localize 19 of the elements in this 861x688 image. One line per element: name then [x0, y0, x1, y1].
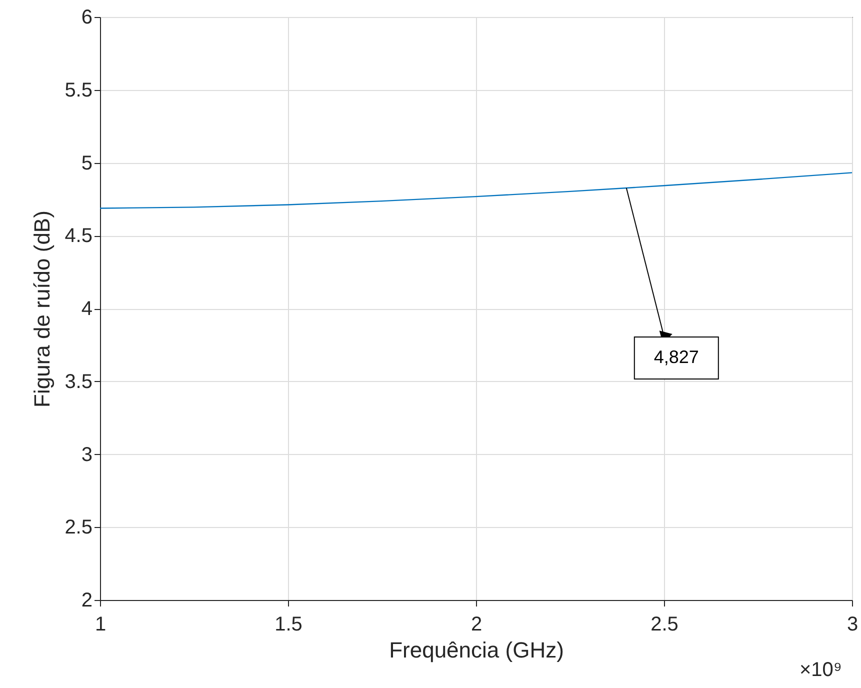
line-series: [100, 172, 852, 209]
x-tick-label: 1: [94, 614, 106, 636]
y-tick-label: 4: [81, 298, 92, 320]
y-tick-label: 3.5: [64, 370, 92, 393]
y-tick-label: 2: [81, 590, 92, 612]
x-tick-label: 3: [846, 614, 858, 636]
text: ×10⁹: [800, 659, 842, 681]
x-tick-label: 2: [470, 614, 482, 636]
y-tick-label: 2.5: [64, 516, 92, 539]
y-axis-title: Figura de ruído (dB): [30, 210, 55, 408]
x-axis-title: Frequência (GHz): [389, 638, 564, 662]
y-tick-label: 3: [81, 444, 92, 466]
y-tick-label: 4.5: [64, 225, 92, 248]
annotation: 4,827: [654, 346, 699, 367]
x-tick-label: 2.5: [650, 614, 678, 636]
y-tick-label: 5.5: [64, 79, 92, 102]
y-tick-label: 6: [81, 6, 92, 28]
y-tick-label: 5: [81, 152, 92, 174]
x-tick-label: 1.5: [274, 614, 302, 636]
